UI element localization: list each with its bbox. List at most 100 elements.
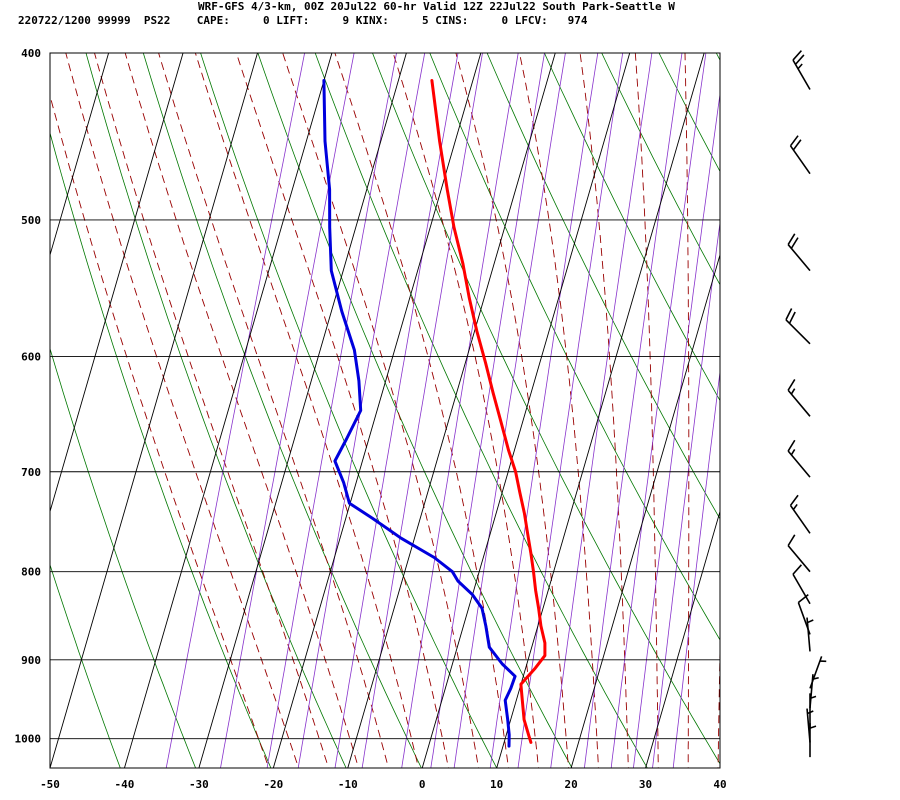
- isotherm: [421, 53, 631, 768]
- wind-barb: [787, 534, 811, 573]
- dry-adiabat: [888, 53, 900, 768]
- dry-adiabat: [314, 53, 648, 768]
- mixing-ratio-line: [165, 53, 305, 768]
- moist-adiabat: [684, 53, 690, 768]
- wind-barb: [809, 674, 819, 709]
- moist-adiabat: [235, 53, 449, 768]
- dry-adiabat: [85, 53, 347, 768]
- x-tick-label: -50: [40, 778, 60, 791]
- x-tick-label: 40: [713, 778, 726, 791]
- mixing-ratio-line: [489, 53, 599, 768]
- dry-adiabat: [831, 53, 900, 768]
- dry-adiabat: [50, 563, 121, 768]
- isotherm: [50, 53, 258, 768]
- isotherm: [645, 509, 720, 768]
- x-tick-label: -20: [263, 778, 283, 791]
- wind-barb: [789, 135, 811, 175]
- moist-adiabat: [94, 53, 330, 768]
- dry-adiabat: [372, 53, 720, 765]
- dry-adiabat: [429, 53, 720, 641]
- mixing-ratio-line: [430, 53, 545, 768]
- isotherm: [50, 53, 184, 514]
- x-tick-label: -10: [338, 778, 358, 791]
- dry-adiabat: [774, 53, 900, 768]
- mixing-ratio-line: [361, 53, 483, 768]
- moist-adiabat: [124, 53, 359, 768]
- mixing-ratio-line: [672, 368, 720, 768]
- isotherm: [496, 53, 705, 768]
- mixing-ratio-line: [517, 53, 624, 768]
- y-tick-label: 700: [21, 466, 41, 479]
- moist-adiabat: [334, 53, 509, 768]
- x-tick-label: -30: [189, 778, 209, 791]
- dry-adiabat: [200, 53, 498, 768]
- chart-title: WRF-GFS 4/3-km, 00Z 20Jul22 60-hr Valid …: [198, 0, 675, 13]
- mixing-ratio-line: [453, 53, 566, 768]
- moist-adiabat: [50, 94, 270, 768]
- isotherm: [794, 53, 900, 768]
- dry-adiabat: [601, 53, 720, 286]
- dry-adiabat: [142, 53, 422, 768]
- dry-adiabat: [658, 53, 720, 173]
- dry-adiabat: [544, 53, 720, 402]
- x-tick-label: -40: [115, 778, 135, 791]
- wind-barb: [806, 617, 814, 652]
- background-lines: [50, 53, 900, 768]
- mixing-ratio-line: [266, 53, 397, 768]
- isotherm: [124, 53, 333, 768]
- wind-barbs: [785, 50, 827, 758]
- isotherm: [50, 53, 110, 257]
- wind-barb: [809, 693, 817, 728]
- tick-labels: -50 -40 -30 -20 -10 0 10 20 30 40 400 500 600 700 800 9…: [15, 47, 727, 791]
- moist-adiabat: [579, 53, 629, 768]
- mixing-ratio-line: [652, 219, 720, 768]
- chart-subtitle: 220722/1200 99999 PS22 CAPE: 0 LIFT: 9 K…: [18, 14, 588, 27]
- x-tick-label: 10: [490, 778, 503, 791]
- moist-adiabat: [634, 53, 659, 768]
- moist-adiabat: [717, 623, 720, 768]
- isotherm: [198, 53, 407, 768]
- y-tick-label: 600: [21, 350, 41, 363]
- moist-adiabat: [158, 53, 389, 768]
- y-tick-label: 800: [21, 566, 41, 579]
- y-tick-label: 400: [21, 47, 41, 60]
- plot-frame: [49, 52, 721, 769]
- isotherm: [570, 253, 720, 768]
- grid-lines: [50, 53, 900, 768]
- wind-barb: [789, 494, 811, 534]
- isotherm: [347, 53, 556, 768]
- wind-barb: [787, 379, 811, 417]
- moist-adiabat: [392, 53, 539, 768]
- x-tick-label: 0: [419, 778, 426, 791]
- mixing-ratio-line: [334, 53, 459, 768]
- moist-adiabat: [65, 53, 300, 768]
- moist-adiabat: [519, 53, 599, 768]
- wind-barb: [792, 50, 811, 90]
- x-tick-label: 20: [564, 778, 577, 791]
- y-tick-label: 1000: [15, 733, 42, 746]
- wind-barb: [787, 439, 811, 478]
- wind-barb: [785, 308, 811, 345]
- mixing-ratio-line: [610, 53, 707, 768]
- y-tick-label: 900: [21, 654, 41, 667]
- isotherm: [719, 766, 720, 768]
- wind-barb: [809, 723, 817, 758]
- wind-barb: [792, 564, 811, 605]
- y-tick-label: 500: [21, 214, 41, 227]
- x-tick-label: 30: [639, 778, 652, 791]
- isotherm: [272, 53, 482, 768]
- moist-adiabat: [455, 53, 569, 768]
- mixing-ratio-line: [633, 91, 720, 768]
- dry-adiabat: [50, 131, 272, 768]
- mixing-ratio-line: [550, 53, 653, 768]
- moist-adiabat: [194, 53, 419, 768]
- mixing-ratio-line: [401, 53, 519, 768]
- dry-adiabat: [257, 53, 573, 768]
- wind-barb: [787, 233, 811, 272]
- temperature-line: [430, 79, 547, 744]
- dry-adiabat: [715, 53, 720, 61]
- dewpoint-line: [322, 79, 517, 748]
- series-lines: [322, 79, 547, 748]
- dry-adiabat: [486, 53, 720, 520]
